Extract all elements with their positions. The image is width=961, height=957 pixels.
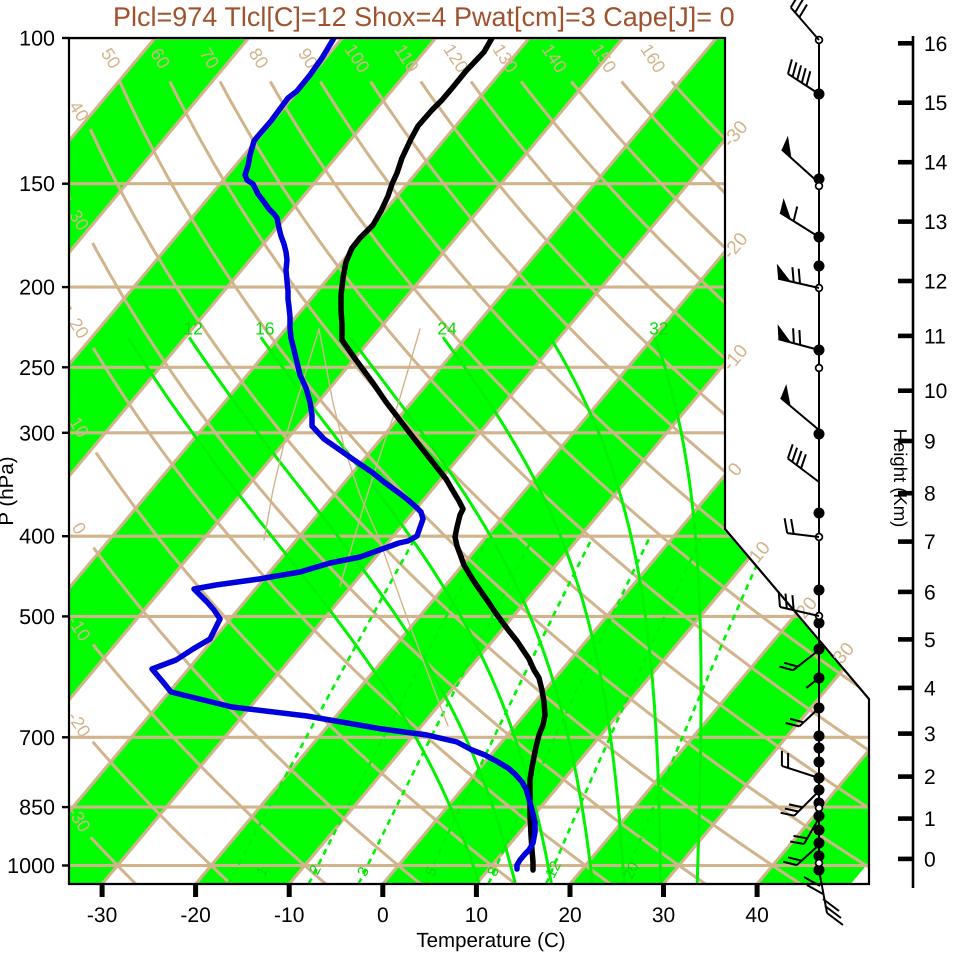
svg-text:250: 250 [19,356,55,380]
svg-text:0: 0 [924,848,936,871]
svg-text:300: 300 [19,421,55,445]
svg-text:Temperature (C): Temperature (C) [416,929,565,952]
svg-text:40: 40 [745,904,768,927]
svg-text:150: 150 [19,172,55,196]
svg-text:15: 15 [924,92,947,115]
svg-text:Plcl=974 Tlcl[C]=12 Shox=4 Pwa: Plcl=974 Tlcl[C]=12 Shox=4 Pwat[cm]=3 Ca… [113,2,735,32]
svg-text:-20: -20 [180,904,210,927]
svg-text:12: 12 [542,858,565,881]
svg-text:16: 16 [255,319,274,339]
svg-text:1: 1 [924,808,936,831]
svg-text:16: 16 [924,33,947,56]
svg-text:12: 12 [183,319,202,339]
svg-text:4: 4 [924,677,936,700]
svg-text:9: 9 [924,431,936,454]
svg-text:12: 12 [924,271,947,294]
svg-text:11: 11 [924,325,946,348]
svg-text:7: 7 [924,531,936,554]
svg-text:5: 5 [924,629,936,652]
svg-text:20: 20 [620,859,643,882]
svg-text:20: 20 [558,904,581,927]
svg-text:10: 10 [924,380,947,403]
svg-text:6: 6 [924,581,936,604]
svg-text:100: 100 [19,27,55,51]
svg-text:2: 2 [924,766,936,789]
svg-text:8: 8 [924,483,936,506]
svg-text:500: 500 [19,605,55,629]
svg-text:200: 200 [19,276,55,300]
svg-text:Height (Km): Height (Km) [890,429,911,528]
svg-text:0: 0 [377,904,389,927]
svg-text:32: 32 [649,319,668,339]
svg-text:400: 400 [19,525,55,549]
svg-text:700: 700 [19,726,55,750]
svg-text:-30: -30 [87,904,117,927]
svg-text:850: 850 [19,796,55,820]
svg-text:13: 13 [924,211,947,234]
svg-text:10: 10 [465,904,488,927]
svg-text:1000: 1000 [7,854,55,878]
svg-text:-10: -10 [274,904,304,927]
svg-text:14: 14 [924,152,948,175]
svg-text:24: 24 [437,319,457,339]
svg-text:3: 3 [924,723,936,746]
svg-text:P (hPa): P (hPa) [0,456,18,525]
svg-text:30: 30 [652,904,675,927]
